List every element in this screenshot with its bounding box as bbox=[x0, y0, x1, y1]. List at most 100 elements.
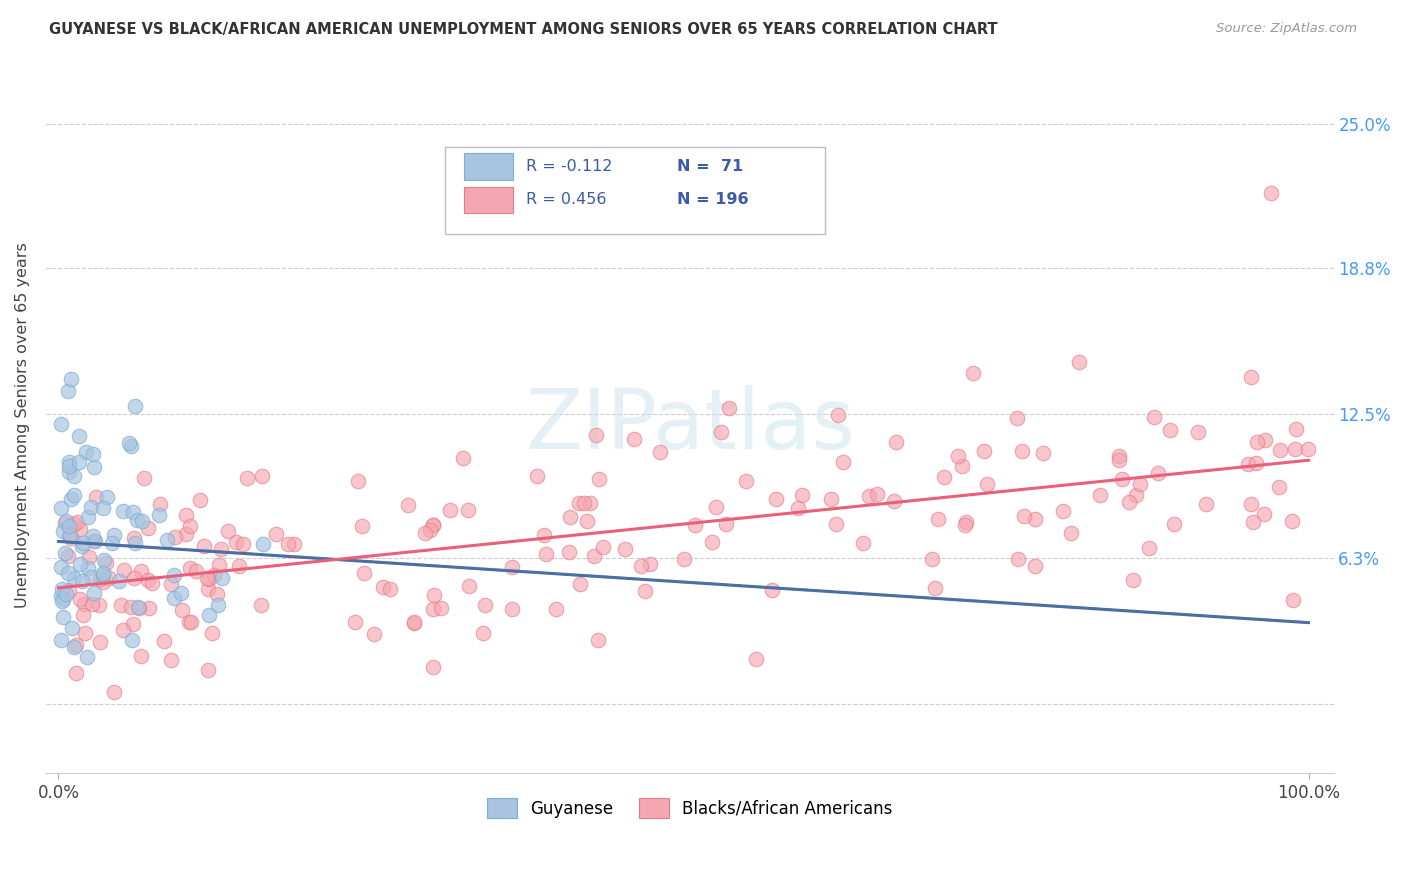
Point bbox=[1024, 559, 1046, 574]
Point bbox=[439, 502, 461, 516]
Point bbox=[122, 616, 145, 631]
Point bbox=[93, 553, 115, 567]
Point bbox=[704, 500, 727, 514]
Point bbox=[648, 445, 671, 459]
Point bbox=[710, 425, 733, 439]
Point bbox=[1118, 495, 1140, 509]
Point bbox=[976, 476, 998, 491]
Point bbox=[955, 515, 977, 529]
Point bbox=[378, 582, 401, 596]
Point bbox=[950, 459, 973, 474]
Point bbox=[422, 601, 444, 615]
Point bbox=[49, 560, 72, 574]
Point bbox=[209, 541, 232, 556]
Text: R = -0.112: R = -0.112 bbox=[526, 159, 613, 174]
Point bbox=[148, 508, 170, 522]
Point bbox=[80, 570, 103, 584]
Point bbox=[163, 530, 186, 544]
Point bbox=[277, 537, 299, 551]
Point bbox=[787, 501, 810, 516]
Point bbox=[1240, 369, 1263, 384]
Point bbox=[89, 634, 111, 648]
Point bbox=[827, 408, 849, 422]
Point bbox=[193, 539, 215, 553]
Point bbox=[457, 502, 479, 516]
Point bbox=[250, 598, 273, 612]
Point bbox=[59, 532, 82, 546]
Point bbox=[110, 598, 132, 612]
Point bbox=[973, 444, 995, 458]
Point bbox=[824, 516, 846, 531]
Point bbox=[58, 459, 80, 474]
Point bbox=[792, 488, 814, 502]
Point bbox=[1007, 552, 1029, 566]
Point bbox=[58, 384, 80, 398]
Point bbox=[1159, 423, 1181, 437]
Point bbox=[852, 536, 875, 550]
Point bbox=[962, 367, 984, 381]
Point bbox=[170, 602, 193, 616]
Point bbox=[52, 592, 75, 607]
Text: Source: ZipAtlas.com: Source: ZipAtlas.com bbox=[1216, 22, 1357, 36]
Point bbox=[451, 450, 474, 465]
Point bbox=[63, 571, 86, 585]
Point bbox=[353, 566, 375, 581]
Point bbox=[422, 517, 444, 532]
Point bbox=[820, 491, 842, 506]
Point bbox=[138, 601, 160, 615]
Point bbox=[63, 517, 86, 532]
Point bbox=[1187, 425, 1209, 440]
Point bbox=[51, 594, 73, 608]
Point bbox=[58, 583, 80, 598]
Point bbox=[544, 602, 567, 616]
Point bbox=[423, 588, 446, 602]
Point bbox=[526, 468, 548, 483]
Point bbox=[458, 579, 481, 593]
Point bbox=[129, 648, 152, 663]
Point bbox=[582, 549, 605, 563]
Point bbox=[96, 490, 118, 504]
Point bbox=[201, 626, 224, 640]
Point bbox=[120, 439, 142, 453]
Point bbox=[413, 526, 436, 541]
Point bbox=[77, 550, 100, 565]
Point bbox=[588, 472, 610, 486]
Point bbox=[65, 638, 87, 652]
Point bbox=[129, 564, 152, 578]
Point bbox=[1147, 467, 1170, 481]
Point bbox=[77, 561, 100, 575]
Point bbox=[97, 571, 120, 585]
Point bbox=[51, 582, 73, 596]
Point bbox=[1137, 541, 1160, 556]
Point bbox=[225, 534, 247, 549]
Point bbox=[170, 586, 193, 600]
Point bbox=[49, 501, 72, 516]
Point bbox=[232, 537, 254, 551]
Point bbox=[205, 587, 228, 601]
Point bbox=[634, 583, 657, 598]
Point bbox=[62, 640, 84, 654]
Point bbox=[1284, 442, 1306, 457]
Point bbox=[159, 653, 181, 667]
Point bbox=[53, 516, 76, 530]
Point bbox=[84, 490, 107, 504]
Point bbox=[884, 435, 907, 450]
Point bbox=[1122, 574, 1144, 588]
Point bbox=[55, 514, 77, 528]
Point bbox=[1108, 449, 1130, 463]
Point bbox=[87, 598, 110, 612]
Point bbox=[180, 615, 202, 629]
Point bbox=[69, 591, 91, 606]
Point bbox=[188, 493, 211, 508]
Point bbox=[536, 547, 558, 561]
Point bbox=[93, 574, 115, 589]
Point bbox=[55, 587, 77, 601]
Point bbox=[228, 559, 250, 574]
Point bbox=[472, 626, 495, 640]
FancyBboxPatch shape bbox=[464, 186, 513, 213]
Point bbox=[1014, 508, 1036, 523]
Point bbox=[1239, 497, 1261, 511]
Point bbox=[211, 571, 233, 585]
Point bbox=[82, 597, 104, 611]
Point bbox=[58, 566, 80, 580]
